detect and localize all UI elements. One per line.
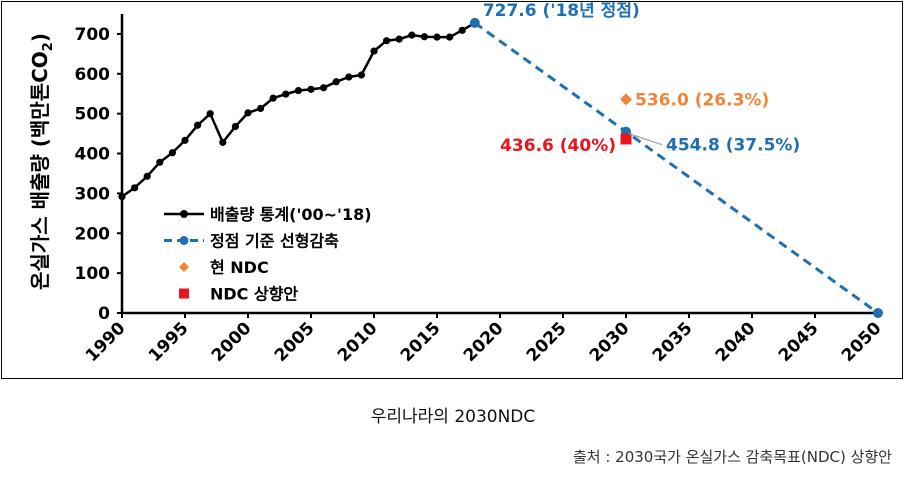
- statistics-point: [395, 35, 403, 43]
- x-tick-label: 2050: [838, 318, 886, 366]
- statistics-point: [231, 122, 239, 131]
- statistics-point: [433, 33, 441, 41]
- figure-caption: 우리나라의 2030NDC: [370, 407, 536, 427]
- linear-reduction-point: [469, 17, 480, 28]
- x-tick-label: 1990: [82, 318, 130, 366]
- x-tick-label: 2020: [460, 318, 508, 366]
- statistics-point: [143, 172, 151, 180]
- y-axis-label-main: 온실가스 배출량 (백만톤CO: [28, 51, 52, 290]
- statistics-point: [156, 158, 164, 166]
- statistics-point: [332, 78, 340, 86]
- statistics-point: [244, 109, 252, 117]
- series-linear-reduction-line: [473, 21, 879, 315]
- statistics-point: [131, 184, 139, 192]
- statistics-point: [206, 110, 214, 118]
- y-tick-label: 300: [75, 184, 111, 204]
- legend-label-linear: 정점 기준 선형감축: [210, 232, 339, 251]
- statistics-point: [257, 104, 265, 113]
- statistics-point: [307, 85, 315, 93]
- statistics-point: [370, 47, 378, 55]
- linear-reduction-point: [873, 308, 883, 318]
- y-tick-label: 0: [98, 304, 110, 324]
- legend-label-statistics: 배출량 통계('00~'18): [210, 205, 372, 224]
- legend-label-ndc-raised: NDC 상향안: [210, 285, 298, 304]
- y-tick-label: 700: [75, 25, 111, 45]
- y-tick-label: 200: [75, 224, 111, 244]
- legend-label-current-ndc: 현 NDC: [210, 258, 269, 277]
- statistics-point: [383, 37, 391, 45]
- series-statistics-line: [121, 21, 476, 198]
- ndc-raised-point: [620, 133, 632, 145]
- x-tick-label: 2000: [208, 318, 256, 366]
- y-axis-label: 온실가스 배출량 (백만톤CO2): [28, 33, 56, 290]
- legend-marker-current-ndc: [179, 262, 189, 272]
- annotation-ndc-raised: 436.6 (40%): [500, 136, 616, 156]
- statistics-point: [181, 136, 189, 144]
- x-tick-label: 1995: [145, 318, 193, 366]
- legend-marker-ndc-raised: [179, 288, 189, 299]
- y-tick-label: 100: [75, 264, 111, 284]
- statistics-point: [118, 192, 126, 201]
- statistics-point: [219, 138, 227, 146]
- x-tick-label: 2010: [334, 318, 382, 366]
- statistics-point: [357, 71, 365, 79]
- y-tick-label: 500: [75, 105, 111, 125]
- legend-marker-statistics: [180, 210, 188, 218]
- statistics-point: [320, 84, 328, 92]
- annotation-peak: 727.6 ('18년 정점): [483, 2, 640, 21]
- statistics-point: [420, 33, 428, 41]
- x-tick-label: 2015: [397, 318, 445, 366]
- statistics-point: [408, 31, 416, 39]
- y-axis-label-subscript: 2: [41, 42, 56, 51]
- y-tick-label: 600: [75, 65, 111, 85]
- source-note: 출처 : 2030국가 온실가스 감축목표(NDC) 상향안: [572, 448, 892, 466]
- statistics-point: [446, 33, 454, 41]
- statistics-point: [282, 90, 290, 98]
- x-tick-label: 2045: [775, 318, 823, 366]
- statistics-point: [458, 26, 466, 34]
- y-axis-label-close: ): [28, 33, 52, 42]
- annotation-current-ndc: 536.0 (26.3%): [635, 90, 769, 110]
- statistics-point: [168, 149, 176, 157]
- annotation-linear-2030: 454.8 (37.5%): [666, 136, 800, 156]
- annotation-leader-line: [628, 133, 663, 146]
- chart-frame: 0 100 200 300 400 500 600 700 1990 1995 2000 2005 20…: [1, 1, 903, 379]
- emissions-chart: 0 100 200 300 400 500 600 700 1990 1995 2000 2005 20…: [28, 2, 886, 366]
- statistics-point: [294, 86, 302, 95]
- x-tick-label: 2005: [271, 318, 319, 366]
- x-tick-label: 2025: [523, 318, 571, 366]
- y-tick-label: 400: [75, 145, 111, 165]
- statistics-point: [345, 73, 353, 81]
- statistics-point: [269, 94, 277, 102]
- x-tick-label: 2040: [712, 318, 760, 366]
- statistics-point: [194, 121, 202, 129]
- x-tick-label: 2030: [586, 318, 634, 366]
- current-ndc-point: [620, 93, 632, 106]
- x-tick-label: 2035: [649, 318, 697, 366]
- legend-marker-linear: [179, 236, 189, 245]
